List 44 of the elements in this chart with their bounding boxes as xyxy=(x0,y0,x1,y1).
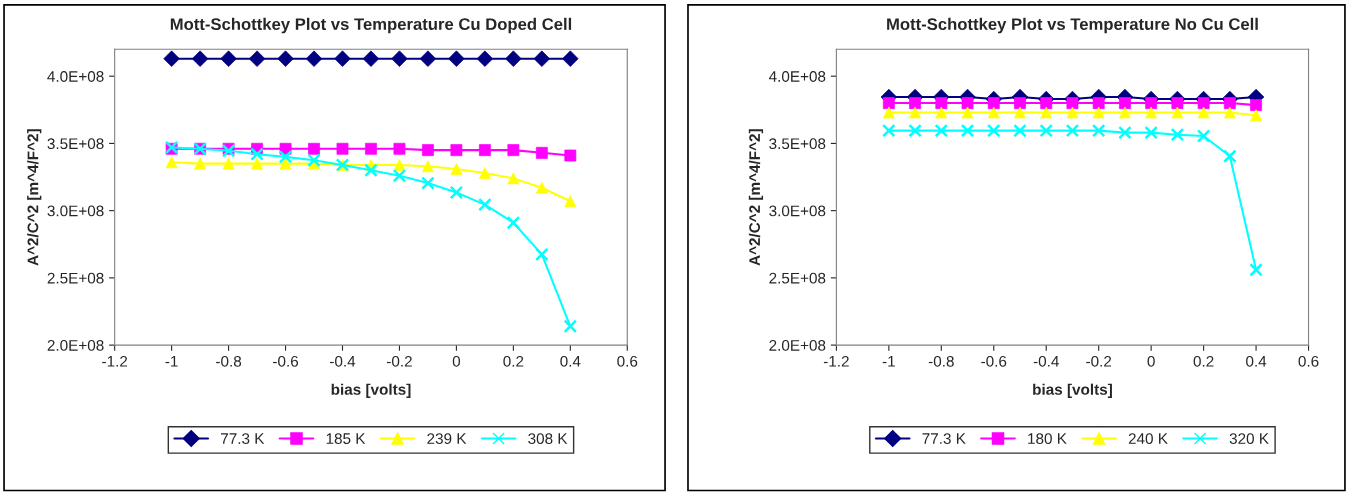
x-tick-label: 0 xyxy=(452,355,461,367)
y-tick-label: 4.0E+08 xyxy=(47,71,104,82)
legend-label: 185 K xyxy=(326,433,366,445)
y-tick-label: 3.5E+08 xyxy=(769,138,826,150)
x-tick-label: -1.2 xyxy=(102,355,128,367)
x-tick-label: -1 xyxy=(882,356,895,367)
x-tick-label: -0.8 xyxy=(216,355,242,367)
x-tick-label: -0.2 xyxy=(386,355,412,367)
x-tick-label: 0.2 xyxy=(503,355,524,367)
x-tick-label: 0.4 xyxy=(1246,355,1267,367)
x-tick-label: -0.6 xyxy=(981,355,1007,367)
y-axis-title: A^2/C^2 [m^4/F^2] xyxy=(27,129,42,266)
y-tick-label: 2.0E+08 xyxy=(47,339,104,351)
x-tick-label: -0.4 xyxy=(1033,355,1059,367)
y-tick-label: 3.0E+08 xyxy=(769,205,826,217)
legend-label: 77.3 K xyxy=(221,433,265,445)
x-tick-label: 0.6 xyxy=(1298,355,1319,367)
legend-label: 320 K xyxy=(1229,433,1269,445)
x-tick-label: -0.8 xyxy=(928,355,954,367)
x-tick-label: 0.6 xyxy=(617,355,638,367)
y-tick-label: 2.0E+08 xyxy=(769,339,826,351)
x-axis-title: bias [volts] xyxy=(1033,383,1112,398)
chart-title: Mott-Schottkey Plot vs Temperature No Cu Cell xyxy=(887,17,1258,34)
y-tick-label: 3.0E+08 xyxy=(47,205,104,217)
legend-label: 240 K xyxy=(1128,433,1168,445)
y-tick-label: 3.5E+08 xyxy=(47,138,104,150)
legend-label: 77.3 K xyxy=(922,433,966,445)
x-tick-label: -0.4 xyxy=(330,355,356,367)
x-tick-label: 0.4 xyxy=(560,355,581,367)
x-tick-label: 0 xyxy=(1147,355,1155,367)
y-axis-title: A^2/C^2 [m^4/F^2] xyxy=(748,129,764,266)
legend-label: 308 K xyxy=(528,433,568,445)
x-tick-label: -0.6 xyxy=(273,355,299,367)
x-tick-label: -1 xyxy=(165,356,178,367)
x-tick-label: -0.2 xyxy=(1086,355,1112,367)
y-tick-label: 4.0E+08 xyxy=(768,71,826,82)
legend-label: 180 K xyxy=(1028,433,1067,445)
y-tick-label: 2.5E+08 xyxy=(769,272,826,284)
x-tick-label: 0.2 xyxy=(1193,355,1214,367)
y-tick-label: 2.5E+08 xyxy=(47,272,104,284)
chart-title: Mott-Schottkey Plot vs Temperature Cu Doped Cell xyxy=(170,17,572,34)
legend-label: 239 K xyxy=(427,433,467,445)
x-axis-title: bias [volts] xyxy=(331,383,411,398)
x-tick-label: -1.2 xyxy=(823,355,849,367)
